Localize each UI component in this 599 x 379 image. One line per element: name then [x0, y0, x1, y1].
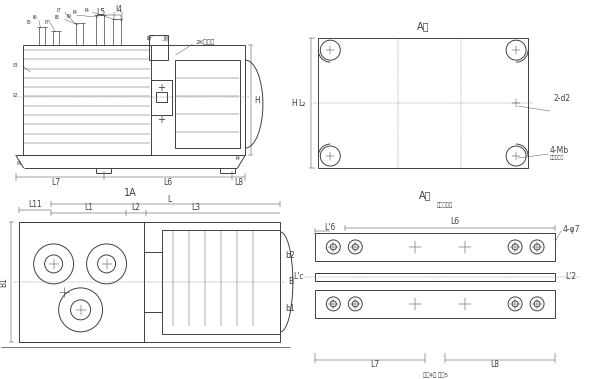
- Text: L'c: L'c: [293, 273, 303, 281]
- Bar: [150, 80, 173, 115]
- Text: L6: L6: [163, 177, 172, 186]
- Text: l3: l3: [13, 63, 19, 67]
- Text: L7: L7: [51, 177, 60, 186]
- Text: L8: L8: [491, 360, 500, 369]
- Text: L3: L3: [191, 204, 200, 213]
- Bar: [162, 230, 280, 334]
- Text: b2: b2: [286, 251, 295, 260]
- Text: L11: L11: [28, 200, 41, 210]
- Text: H: H: [255, 96, 261, 105]
- Text: B1: B1: [0, 277, 8, 287]
- Text: +: +: [158, 83, 165, 93]
- Text: l9: l9: [66, 14, 71, 19]
- Text: l4: l4: [115, 5, 122, 14]
- Text: l7: l7: [56, 8, 61, 13]
- Text: L₂: L₂: [299, 99, 306, 108]
- Bar: [144, 252, 162, 312]
- Text: l6: l6: [32, 15, 37, 20]
- Text: L5: L5: [96, 8, 105, 17]
- Text: l5: l5: [26, 20, 31, 25]
- Bar: [315, 290, 555, 318]
- Text: 4-Mb: 4-Mb: [550, 146, 569, 155]
- Text: 4-φ7: 4-φ7: [563, 226, 580, 235]
- Text: B: B: [288, 277, 293, 287]
- Text: A面: A面: [419, 190, 431, 200]
- Text: +: +: [158, 115, 165, 125]
- Text: L2: L2: [131, 204, 140, 213]
- Text: L'2: L'2: [565, 273, 576, 281]
- Text: l4: l4: [236, 155, 241, 161]
- Text: L'6: L'6: [325, 224, 336, 232]
- Text: l4: l4: [84, 8, 89, 13]
- Text: l9: l9: [163, 36, 168, 41]
- Text: 2K式模块: 2K式模块: [195, 39, 215, 45]
- Bar: [149, 35, 168, 60]
- Bar: [318, 38, 528, 168]
- Bar: [315, 233, 555, 261]
- Text: l7: l7: [44, 20, 49, 25]
- Text: L1: L1: [84, 204, 93, 213]
- Text: l4: l4: [72, 10, 77, 15]
- Text: 安装模式图: 安装模式图: [437, 202, 453, 208]
- Text: b1: b1: [286, 304, 295, 313]
- Text: L: L: [167, 196, 172, 205]
- Text: l8: l8: [54, 15, 59, 20]
- Text: l8: l8: [146, 36, 151, 41]
- Text: L8: L8: [234, 177, 243, 186]
- Text: L6: L6: [450, 218, 459, 227]
- Bar: [176, 60, 240, 148]
- Text: H: H: [292, 99, 297, 108]
- Text: 安装模式图: 安装模式图: [550, 155, 564, 160]
- Text: A面: A面: [417, 21, 429, 31]
- Text: 螺权4个 通吁5: 螺权4个 通吁5: [423, 372, 447, 377]
- Text: L7: L7: [371, 360, 380, 369]
- Bar: [19, 222, 280, 342]
- Text: 1A: 1A: [124, 188, 137, 198]
- Text: R: R: [17, 161, 21, 166]
- Text: l2: l2: [13, 92, 19, 98]
- Bar: [19, 222, 144, 342]
- Bar: [315, 273, 555, 281]
- Text: 2-d2: 2-d2: [553, 94, 570, 103]
- Bar: [156, 92, 168, 102]
